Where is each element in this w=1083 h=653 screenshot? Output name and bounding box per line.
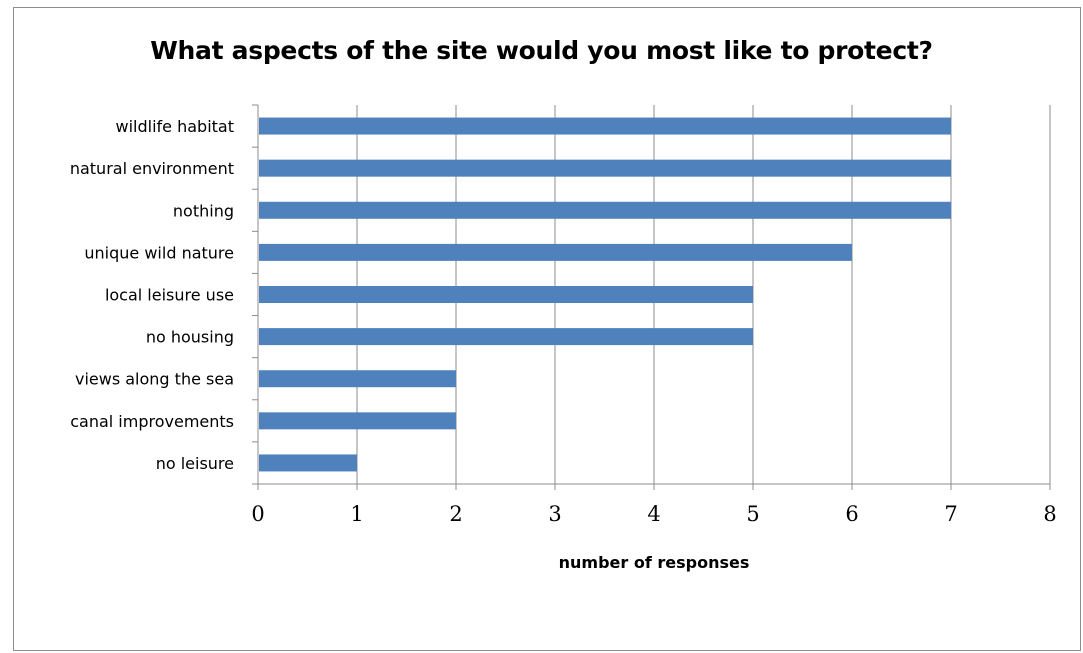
x-tick-label: 8 (1043, 502, 1056, 526)
category-label: natural environment (70, 159, 234, 178)
x-tick-label: 5 (746, 502, 759, 526)
bar (259, 454, 357, 472)
x-tick-label: 0 (251, 502, 264, 526)
x-tick-label: 4 (647, 502, 660, 526)
bar (259, 117, 951, 135)
bar (259, 412, 456, 430)
category-label: no leisure (156, 454, 234, 473)
bar (259, 159, 951, 177)
bar (259, 370, 456, 388)
bar (259, 328, 753, 346)
bar (259, 243, 852, 261)
x-tick-label: 1 (350, 502, 363, 526)
category-label: views along the sea (75, 370, 234, 389)
category-label: unique wild nature (84, 243, 234, 262)
category-label: wildlife habitat (116, 117, 234, 136)
axes (252, 104, 1051, 490)
x-tick-labels: 0 1 2 3 4 5 6 7 8 (251, 502, 1056, 526)
x-tick-label: 3 (548, 502, 561, 526)
chart-title: What aspects of the site would you most … (150, 36, 933, 65)
category-labels: wildlife habitat natural environment nothi… (70, 117, 234, 473)
category-label: canal improvements (70, 412, 234, 431)
category-label: nothing (173, 201, 234, 220)
x-tick-label: 6 (845, 502, 858, 526)
category-label: no housing (146, 328, 234, 347)
x-tick-label: 7 (944, 502, 957, 526)
x-axis-title: number of responses (559, 553, 750, 572)
bars (259, 117, 951, 472)
bar (259, 201, 951, 219)
category-label: local leisure use (105, 286, 234, 305)
x-tick-label: 2 (449, 502, 462, 526)
bar (259, 286, 753, 303)
